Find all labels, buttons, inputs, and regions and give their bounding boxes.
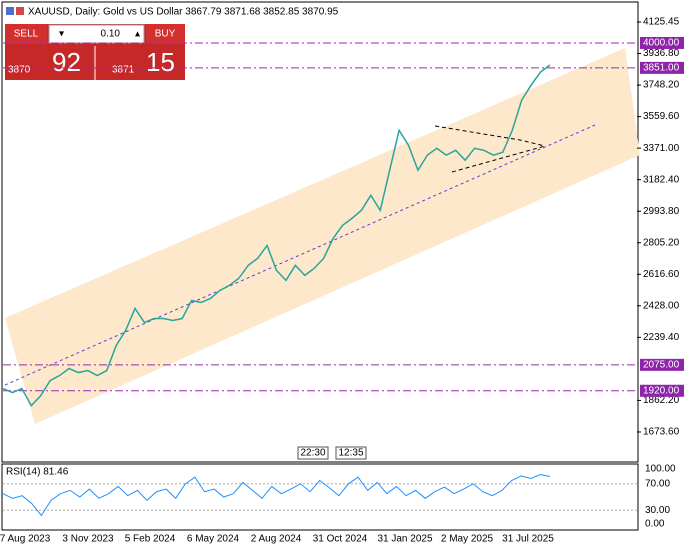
level-label: 1920.00 [643, 385, 680, 396]
bid-small: 92 [52, 47, 81, 77]
channel [5, 48, 640, 424]
volume-box[interactable] [48, 24, 145, 44]
y-tick-label: 2428.00 [643, 300, 680, 311]
ask-big: 3871 [112, 65, 135, 76]
level-tag [640, 358, 684, 371]
volume: 0.10 [101, 29, 121, 40]
y-tick-label: 4125.45 [643, 17, 680, 28]
ask-small: 15 [146, 47, 175, 77]
time-label: 12:35 [338, 448, 363, 459]
icon [16, 7, 24, 15]
x-tick-label: 31 Jan 2025 [377, 534, 432, 545]
sell-label: SELL [14, 29, 39, 40]
level-label: 4000.00 [643, 38, 680, 49]
rsi-tick-label: 70.00 [645, 478, 670, 489]
time-box [335, 446, 367, 460]
bid-big: 3870 [8, 65, 31, 76]
y-tick-label: 2993.80 [643, 206, 680, 217]
y-tick-label: 2805.20 [643, 237, 680, 248]
trade-panel: SELL ▾ ▴ 0.10 BUY 3870 92 3871 15 [5, 24, 185, 80]
x-tick-label: 7 Aug 2023 [0, 534, 51, 545]
level-tag [640, 384, 684, 397]
x-tick-label: 2 Aug 2024 [251, 534, 302, 545]
x-tick-label: 6 May 2024 [187, 534, 240, 545]
x-tick-label: 3 Nov 2023 [62, 534, 114, 545]
icon [6, 7, 14, 15]
x-tick-label: 31 Oct 2024 [313, 534, 368, 545]
y-tick-label: 3559.60 [643, 111, 680, 122]
rsi-tick-label: 30.00 [645, 505, 670, 516]
rsi-line [2, 474, 551, 517]
y-tick-label: 3371.00 [643, 143, 680, 154]
y-tick-label: 3182.40 [643, 174, 680, 185]
level-tag [640, 61, 684, 74]
time-label: 22:30 [300, 448, 325, 459]
x-tick-label: 5 Feb 2024 [125, 534, 176, 545]
rsi-title: RSI(14) 81.46 [6, 467, 69, 478]
spin: ▾ [59, 29, 64, 40]
y-tick-label: 2616.60 [643, 269, 680, 280]
triangle-line [451, 145, 546, 173]
price-line [2, 64, 551, 407]
x-tick-label: 2 May 2025 [441, 534, 494, 545]
x-tick-label: 31 Jul 2025 [502, 534, 554, 545]
level-label: 2075.00 [643, 359, 680, 370]
spin: ▴ [135, 29, 140, 40]
time-box [297, 446, 329, 460]
chart-title: XAUUSD, Daily: Gold vs US Dollar 3867.79… [28, 7, 339, 18]
level-tag [640, 36, 684, 49]
buy-label: BUY [155, 29, 176, 40]
y-tick-label: 1673.60 [643, 427, 680, 438]
triangle-line [434, 125, 546, 147]
rsi-tick-label: 0.00 [645, 519, 665, 530]
y-tick-label: 3936.80 [643, 48, 680, 59]
buy-button[interactable] [146, 24, 185, 44]
sell-button[interactable] [5, 24, 47, 44]
level-label: 3851.00 [643, 63, 680, 74]
y-tick-label: 1862.20 [643, 395, 680, 406]
y-tick-label: 3748.20 [643, 80, 680, 91]
y-tick-label: 2239.40 [643, 332, 680, 343]
rsi-pane [1, 463, 639, 531]
rsi-tick-label: 100.00 [645, 464, 676, 475]
